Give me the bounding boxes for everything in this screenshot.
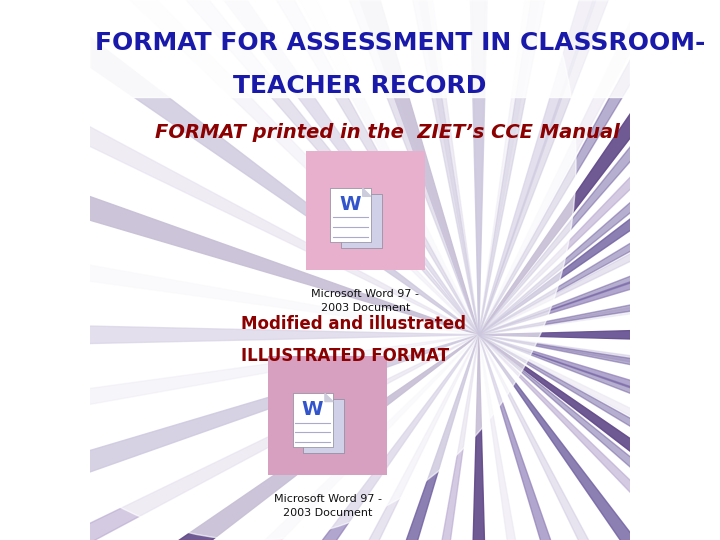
Polygon shape	[479, 0, 720, 335]
Polygon shape	[0, 335, 479, 525]
Polygon shape	[0, 0, 479, 335]
Polygon shape	[479, 335, 720, 540]
Polygon shape	[0, 145, 479, 335]
Polygon shape	[0, 0, 479, 335]
Polygon shape	[479, 0, 720, 335]
Polygon shape	[0, 0, 479, 335]
Polygon shape	[0, 335, 479, 540]
Polygon shape	[479, 0, 720, 335]
Text: FORMAT FOR ASSESSMENT IN CLASSROOM-: FORMAT FOR ASSESSMENT IN CLASSROOM-	[95, 31, 706, 55]
Polygon shape	[479, 0, 720, 335]
Polygon shape	[479, 0, 720, 335]
Text: ILLUSTRATED FORMAT: ILLUSTRATED FORMAT	[241, 347, 449, 366]
Polygon shape	[479, 313, 720, 356]
Polygon shape	[479, 0, 720, 335]
Polygon shape	[479, 0, 720, 335]
Ellipse shape	[0, 0, 576, 540]
Polygon shape	[0, 335, 479, 540]
Text: W: W	[302, 400, 323, 419]
Polygon shape	[479, 0, 720, 335]
Text: Modified and illustrated: Modified and illustrated	[241, 315, 467, 333]
Polygon shape	[363, 188, 371, 197]
Polygon shape	[0, 310, 479, 359]
Polygon shape	[479, 0, 688, 335]
Polygon shape	[117, 0, 479, 335]
Polygon shape	[449, 335, 508, 540]
FancyBboxPatch shape	[341, 194, 382, 248]
Polygon shape	[457, 0, 500, 335]
Polygon shape	[479, 335, 720, 540]
Polygon shape	[479, 335, 720, 540]
Polygon shape	[479, 0, 720, 335]
FancyBboxPatch shape	[330, 188, 371, 242]
Polygon shape	[0, 335, 479, 540]
Polygon shape	[479, 0, 720, 335]
Polygon shape	[479, 335, 720, 540]
Polygon shape	[0, 0, 479, 335]
Polygon shape	[0, 0, 479, 335]
FancyBboxPatch shape	[306, 151, 425, 270]
Polygon shape	[452, 0, 505, 335]
Polygon shape	[120, 335, 479, 540]
Polygon shape	[479, 305, 720, 364]
FancyBboxPatch shape	[303, 399, 344, 453]
Polygon shape	[479, 335, 720, 540]
Text: TEACHER RECORD: TEACHER RECORD	[233, 75, 487, 98]
Polygon shape	[479, 335, 720, 540]
Polygon shape	[289, 0, 479, 335]
Bar	[90, 0, 630, 97]
Polygon shape	[479, 335, 720, 525]
Polygon shape	[0, 0, 479, 335]
Polygon shape	[479, 335, 720, 540]
Polygon shape	[0, 0, 479, 335]
FancyBboxPatch shape	[269, 356, 387, 475]
Polygon shape	[479, 335, 720, 540]
Polygon shape	[0, 335, 479, 540]
FancyBboxPatch shape	[292, 394, 333, 448]
Text: W: W	[340, 195, 361, 214]
Polygon shape	[479, 335, 669, 540]
Polygon shape	[479, 0, 720, 335]
Polygon shape	[479, 335, 720, 540]
Polygon shape	[325, 394, 333, 402]
Polygon shape	[479, 0, 669, 335]
Polygon shape	[289, 335, 479, 540]
Text: FORMAT printed in the  ZIET’s CCE Manual: FORMAT printed in the ZIET’s CCE Manual	[155, 123, 619, 142]
Polygon shape	[0, 0, 479, 335]
Polygon shape	[479, 0, 720, 335]
Polygon shape	[479, 145, 720, 335]
Polygon shape	[479, 0, 720, 335]
Polygon shape	[479, 335, 720, 540]
Text: Microsoft Word 97 -
2003 Document: Microsoft Word 97 - 2003 Document	[311, 289, 419, 313]
Polygon shape	[270, 0, 479, 335]
Polygon shape	[479, 335, 720, 540]
Polygon shape	[89, 0, 479, 335]
Polygon shape	[0, 335, 479, 540]
Polygon shape	[479, 126, 720, 335]
Polygon shape	[0, 335, 479, 540]
Text: Microsoft Word 97 -
2003 Document: Microsoft Word 97 - 2003 Document	[274, 494, 382, 518]
